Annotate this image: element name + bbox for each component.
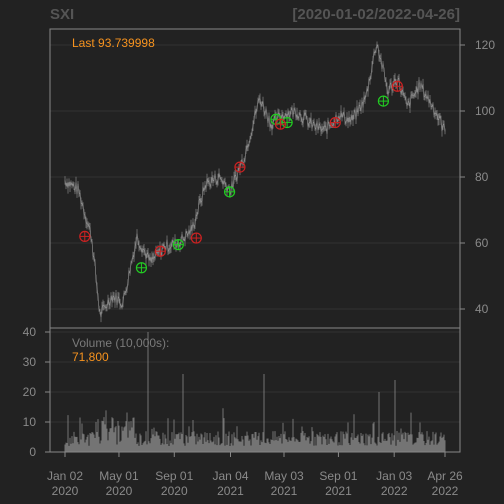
date-tick-year: 2020 <box>161 484 188 498</box>
buy-signal-marker <box>281 116 293 129</box>
sell-signal-marker <box>154 245 166 257</box>
last-price-label: Last 93.739998 <box>72 36 155 50</box>
price-axis-ticks: 40 60 80 100 120 <box>460 38 495 316</box>
volume-panel-frame <box>49 327 461 453</box>
volume-tick-label: 0 <box>29 445 36 459</box>
sell-signal-marker <box>190 232 202 244</box>
date-tick-year: 2020 <box>106 484 133 498</box>
date-tick-year: 2021 <box>271 484 298 498</box>
date-tick-label: Apr 26 <box>427 469 463 483</box>
volume-label: Volume (10,000s): <box>72 336 169 350</box>
volume-last-value: 71,800 <box>72 350 109 364</box>
volume-tick-label: 30 <box>23 355 37 369</box>
volume-tick-label: 40 <box>23 325 37 339</box>
date-tick-label: Sep 01 <box>319 469 357 483</box>
date-tick-year: 2021 <box>325 484 352 498</box>
buy-signal-marker <box>223 186 236 198</box>
date-tick-year: 2022 <box>381 484 408 498</box>
date-tick-label: May 03 <box>264 469 304 483</box>
volume-tick-label: 20 <box>23 385 37 399</box>
price-tick-label: 40 <box>475 302 489 316</box>
sell-signal-marker <box>79 230 91 242</box>
price-tick-label: 100 <box>475 104 495 118</box>
sell-signal-marker <box>329 116 341 129</box>
buy-signal-marker <box>135 262 148 274</box>
price-line <box>64 43 446 318</box>
date-tick-label: Jan 02 <box>47 469 83 483</box>
sell-signal-marker <box>391 80 403 92</box>
price-tick-label: 60 <box>475 236 489 250</box>
date-tick-label: Sep 01 <box>155 469 193 483</box>
buy-signal-marker <box>172 239 184 251</box>
date-tick-year: 2020 <box>52 484 79 498</box>
date-tick-year: 2021 <box>217 484 244 498</box>
date-tick-label: Jan 04 <box>212 469 248 483</box>
sell-signal-marker <box>274 118 287 130</box>
price-tick-label: 80 <box>475 170 489 184</box>
buy-signal-marker <box>377 95 389 107</box>
price-panel-frame <box>49 28 461 329</box>
date-tick-label: May 01 <box>99 469 139 483</box>
volume-bars <box>64 332 446 452</box>
price-series <box>64 41 446 323</box>
date-tick-year: 2022 <box>432 484 459 498</box>
trade-signals <box>79 80 403 274</box>
price-tick-label: 120 <box>475 38 495 52</box>
sell-signal-marker <box>234 161 246 173</box>
date-tick-label: Jan 03 <box>376 469 412 483</box>
symbol-title: SXI <box>50 6 74 23</box>
volume-tick-label: 10 <box>23 415 37 429</box>
date-range-title: [2020-01-02/2022-04-26] <box>292 6 460 23</box>
volume-axis-ticks: 0 10 20 30 40 <box>23 325 50 459</box>
